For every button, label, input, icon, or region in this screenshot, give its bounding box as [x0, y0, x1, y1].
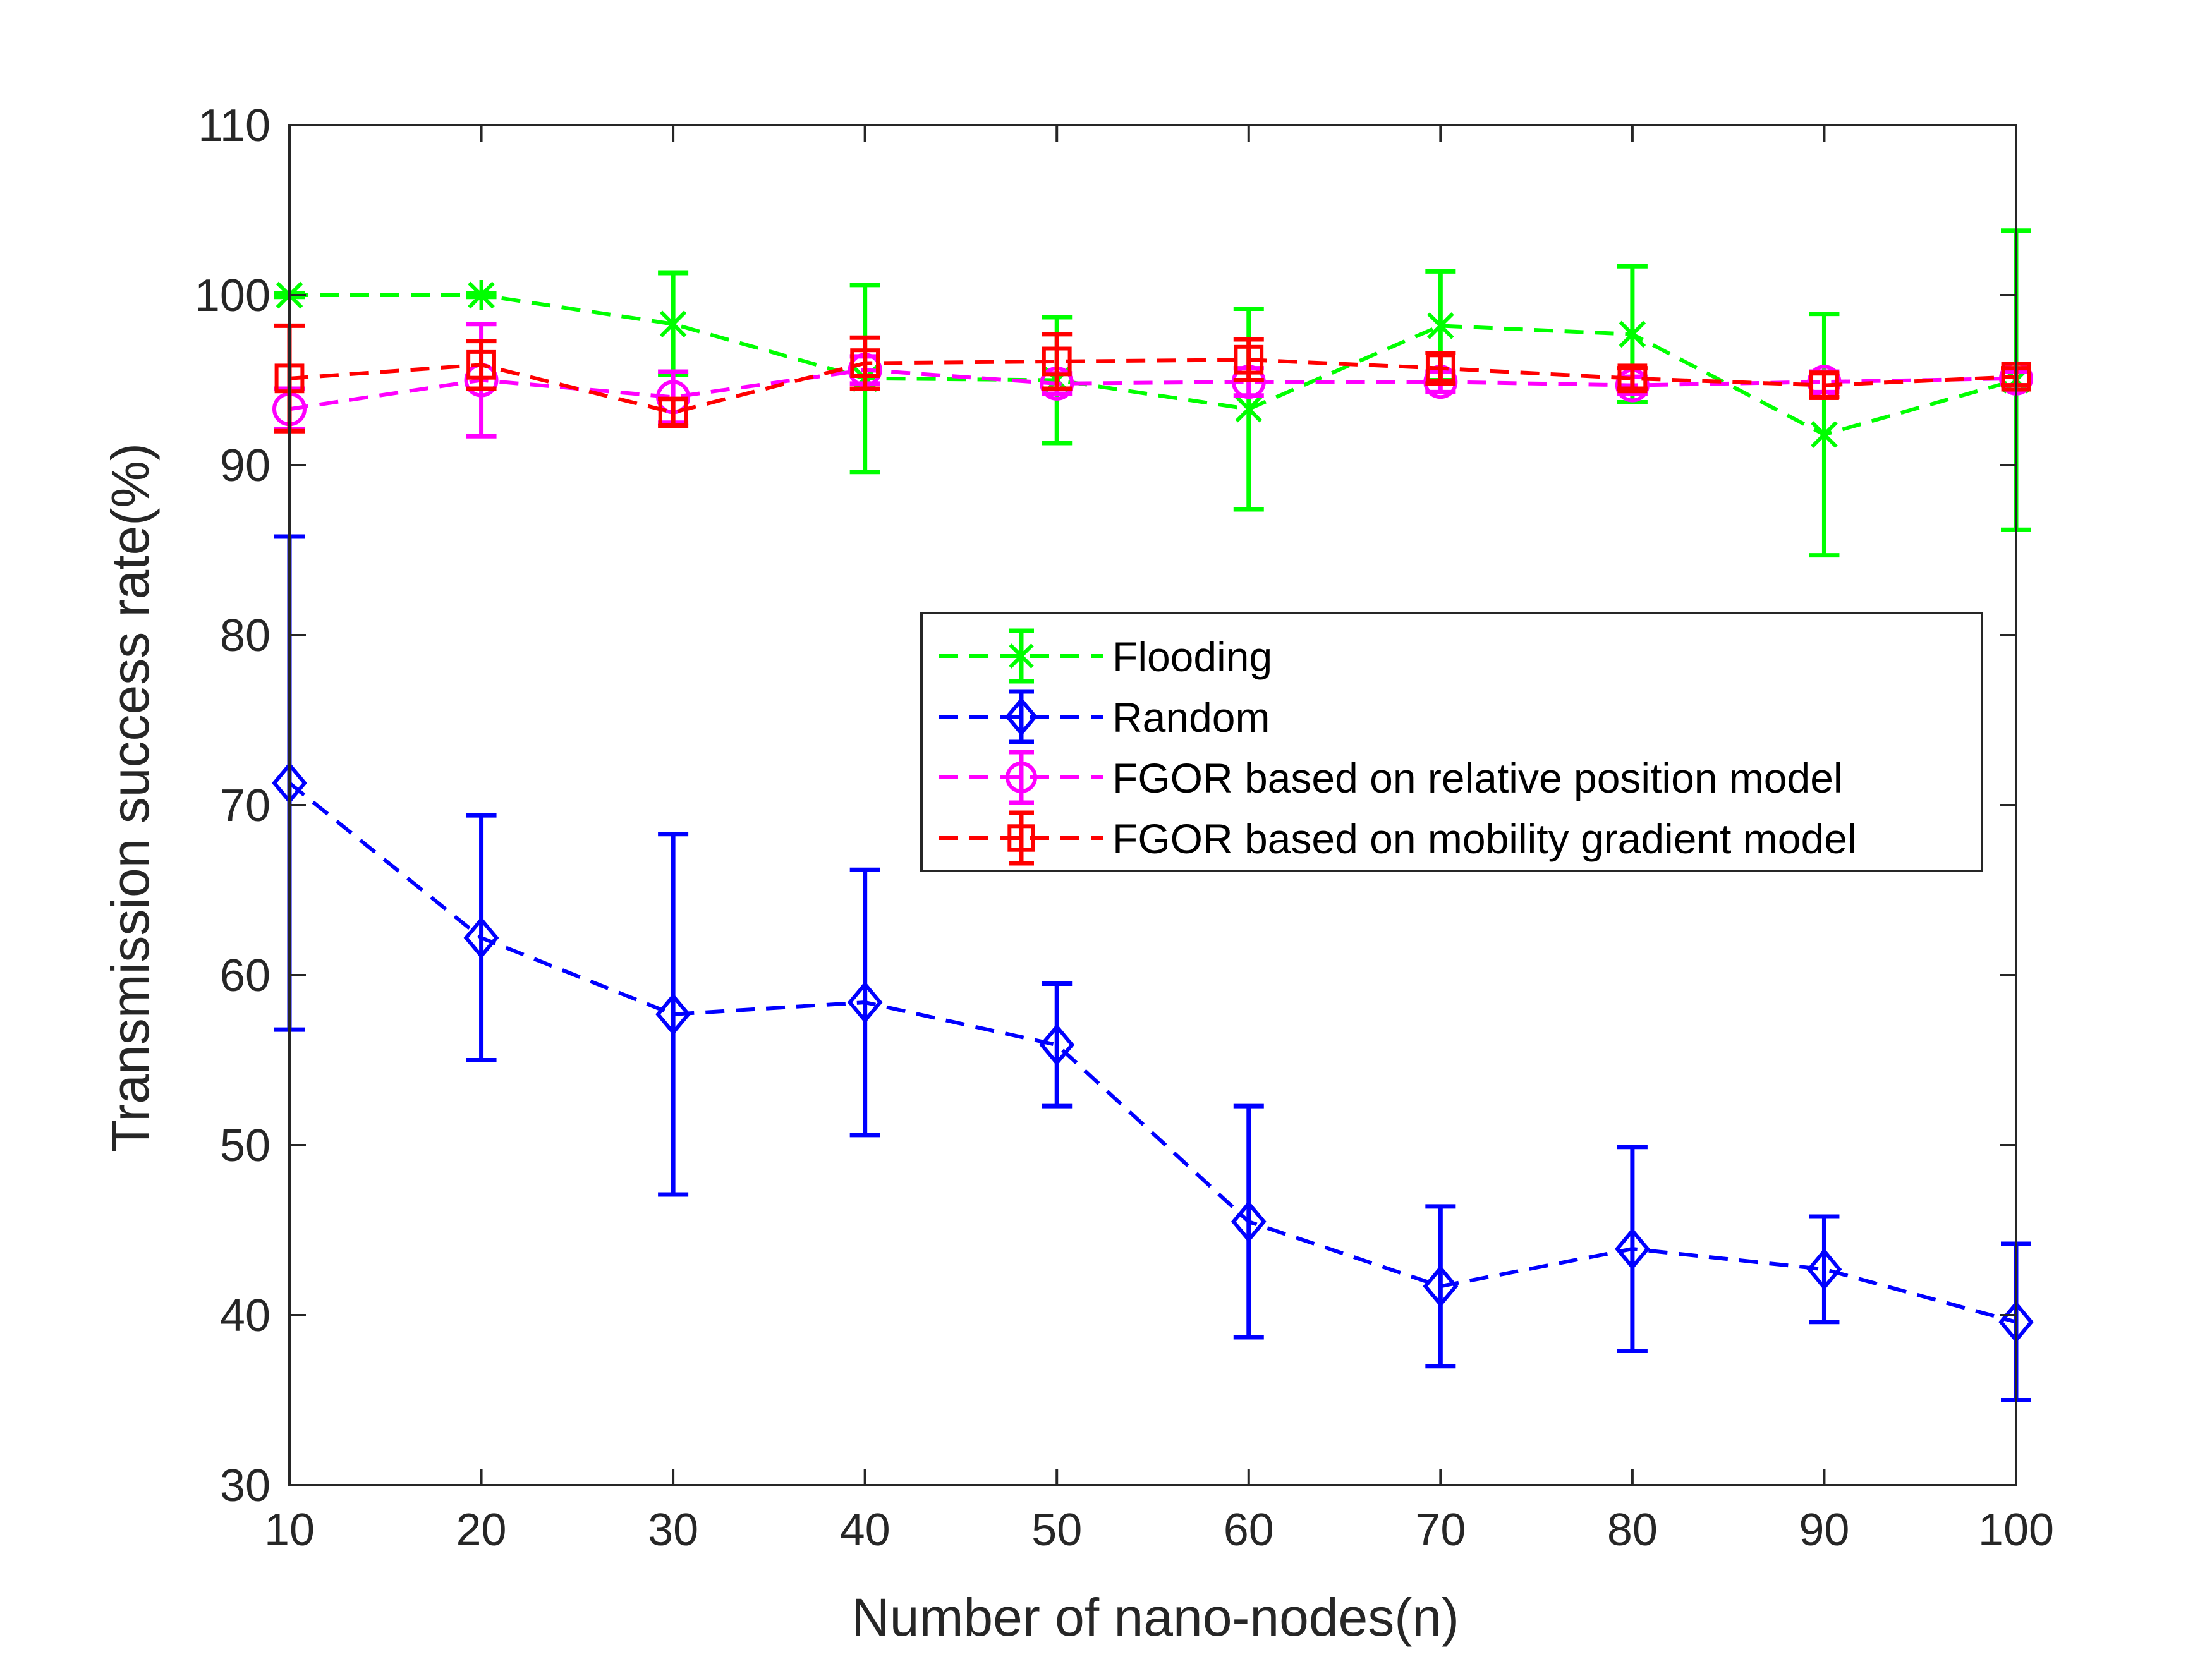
series-line: [289, 293, 2017, 437]
data-point: [1042, 346, 1072, 377]
data-point: [659, 308, 687, 339]
x-tick-label: 100: [1978, 1505, 2054, 1555]
data-point: [1234, 344, 1264, 375]
data-point: [1231, 1200, 1267, 1243]
legend-marker: [1005, 696, 1038, 737]
legend-label: FGOR based on relative position model: [1112, 755, 1843, 801]
legend-marker: [1009, 642, 1034, 670]
legend-entry: FGOR based on relative position model: [939, 750, 1843, 805]
x-axis-label: Number of nano-nodes(n): [851, 1588, 1459, 1647]
legend-marker: [1007, 824, 1035, 852]
x-tick-label: 60: [1224, 1505, 1274, 1555]
x-tick-label: 90: [1799, 1505, 1849, 1555]
legend-entry: FGOR based on mobility gradient model: [939, 810, 1857, 866]
x-tick-label: 30: [648, 1505, 698, 1555]
y-tick-label: 110: [198, 100, 270, 151]
y-tick-label: 100: [195, 270, 270, 321]
y-tick-label: 30: [220, 1461, 270, 1511]
error-bar: [1042, 981, 1073, 1109]
legend-label: Flooding: [1112, 633, 1272, 680]
data-point: [1617, 363, 1648, 394]
data-point: [1423, 1265, 1459, 1308]
data-point: [1811, 419, 1838, 450]
data-point: [1619, 319, 1646, 349]
error-bar: [466, 339, 497, 391]
axes: 10 20 30 40 50 60 70 80 90 100 30 40 50 60 70 80 90 100 11…: [195, 100, 2054, 1555]
error-bar: [466, 813, 497, 1062]
error-bar: [1233, 1103, 1264, 1340]
data-point: [1235, 394, 1263, 425]
data-point: [850, 348, 880, 379]
error-bar: [1809, 1214, 1840, 1325]
legend-entry: Flooding: [939, 628, 1272, 684]
y-tick-label: 70: [220, 781, 270, 831]
x-tick-label: 70: [1415, 1505, 1466, 1555]
legend-marker: [1006, 762, 1037, 793]
y-tick-label: 80: [220, 611, 270, 661]
data-point: [1806, 1248, 1842, 1291]
data-point: [655, 993, 691, 1036]
y-tick-label: 90: [220, 441, 270, 491]
data-point: [1427, 310, 1454, 341]
legend-label: FGOR based on mobility gradient model: [1112, 815, 1857, 862]
y-tick-label: 40: [220, 1291, 270, 1341]
error-bar: [1425, 1204, 1456, 1369]
x-tick-label: 40: [840, 1505, 890, 1555]
error-bar: [1042, 332, 1073, 391]
error-bar: [849, 335, 880, 391]
legend-entry: Random: [939, 689, 1270, 744]
data-point: [463, 916, 499, 959]
error-bar: [658, 832, 689, 1197]
x-tick-label: 80: [1607, 1505, 1658, 1555]
error-bar: [1425, 350, 1456, 386]
data-point: [658, 398, 688, 428]
y-tick-label: 50: [220, 1121, 270, 1171]
data-point: [1039, 1023, 1075, 1066]
y-axis-label: Transmission success rate(%): [100, 443, 160, 1152]
data-point: [1425, 353, 1455, 384]
error-bar: [1617, 1145, 1648, 1353]
series-line: [288, 781, 2017, 1324]
legend: Flooding Random FGOR based on relative pos…: [920, 612, 1983, 872]
y-tick-label: 60: [220, 951, 270, 1001]
data-point: [847, 981, 883, 1024]
data-point: [468, 280, 495, 310]
x-tick-label: 50: [1031, 1505, 1082, 1555]
error-bar: [1617, 366, 1648, 391]
data-point: [1809, 370, 1839, 400]
error-bar: [849, 867, 880, 1138]
data-point: [1614, 1227, 1650, 1270]
data-point: [466, 349, 496, 380]
legend-label: Random: [1112, 694, 1270, 741]
series-line: [289, 358, 2017, 415]
x-tick-label: 20: [456, 1505, 507, 1555]
x-tick-label: 10: [264, 1505, 315, 1555]
